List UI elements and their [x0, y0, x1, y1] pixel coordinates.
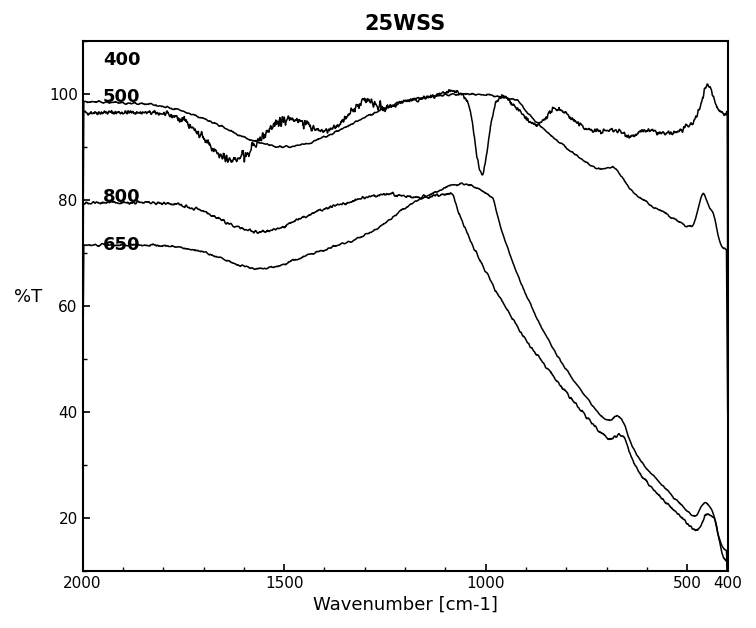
Title: 25WSS: 25WSS	[364, 14, 446, 34]
Text: 650: 650	[103, 236, 141, 254]
Text: 500: 500	[103, 88, 141, 106]
X-axis label: Wavenumber [cm-1]: Wavenumber [cm-1]	[313, 596, 497, 614]
Text: 400: 400	[103, 50, 141, 68]
Y-axis label: %T: %T	[14, 288, 42, 306]
Text: 800: 800	[103, 188, 141, 206]
